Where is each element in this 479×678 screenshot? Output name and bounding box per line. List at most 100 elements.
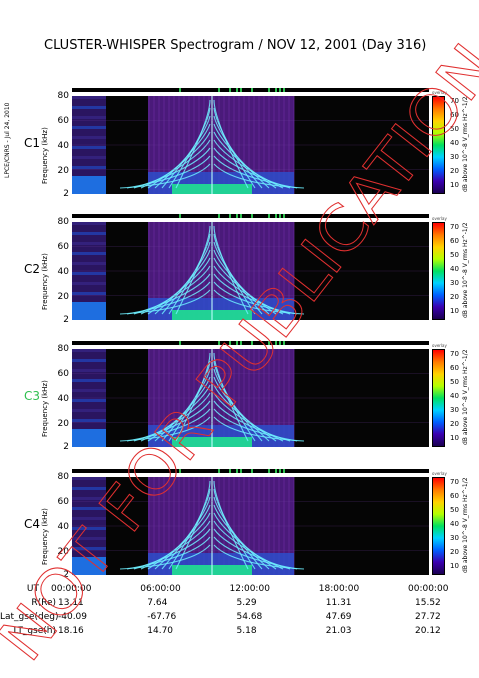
y-tick-label: 2	[63, 442, 69, 452]
colorbar-title-text: dB above 10^-8 V_rms Hz^-1/2	[462, 477, 469, 573]
spectrogram-image	[72, 222, 429, 320]
status-bar-mark	[236, 88, 239, 92]
data-stripe	[243, 96, 245, 194]
data-stripe	[278, 222, 280, 320]
ephemeris-value: -67.76	[147, 612, 177, 622]
data-stripe	[193, 222, 195, 320]
data-stripe	[72, 116, 106, 119]
status-bar-mark	[279, 88, 282, 92]
y-tick-label: 60	[57, 497, 69, 508]
ephemeris-value: 47.69	[325, 612, 352, 622]
data-stripe	[163, 96, 165, 194]
data-stripe	[283, 96, 285, 194]
data-stripe	[178, 96, 180, 194]
y-axis-label-text: Frequency (kHz)	[41, 380, 49, 437]
data-stripe	[188, 349, 190, 447]
data-stripe	[293, 96, 295, 194]
data-stripe	[278, 349, 280, 447]
data-stripe	[72, 146, 106, 149]
emission-line	[119, 289, 211, 315]
y-tick-label: 40	[57, 267, 69, 278]
colorbar-top-label: overlay	[432, 471, 447, 476]
spectrogram-image	[72, 477, 429, 575]
data-stripe	[72, 106, 106, 109]
colorbar-tick-label: 10	[450, 307, 459, 315]
data-stripe	[193, 349, 195, 447]
colorbar-tick-label: 70	[450, 97, 459, 105]
data-stripe	[163, 222, 165, 320]
emission-line	[126, 536, 211, 570]
data-stripe	[153, 96, 155, 194]
data-stripe	[72, 126, 106, 129]
status-bar-mark	[218, 214, 221, 218]
ephemeris-value: -40.09	[58, 612, 88, 622]
colorbar-tick-label: 30	[450, 406, 459, 414]
y-tick-label: 2	[63, 570, 69, 580]
emission-line	[168, 107, 211, 189]
data-stripe	[72, 487, 106, 490]
status-bar-mark	[268, 88, 271, 92]
data-stripe	[168, 96, 170, 194]
status-bar-mark	[282, 469, 285, 473]
ephemeris-value: 7.64	[147, 598, 168, 608]
y-axis-label-text: Frequency (kHz)	[41, 508, 49, 565]
data-stripe	[253, 96, 255, 194]
colorbar-title: dB above 10^-8 V_rms Hz^-1/2	[462, 477, 472, 575]
ephemeris-value: 15.52	[415, 598, 441, 608]
ephemeris-value: 54.68	[236, 612, 263, 622]
data-stripe	[163, 477, 165, 575]
status-bar-mark	[268, 214, 271, 218]
status-bar-mark	[179, 469, 182, 473]
data-stripe	[188, 222, 190, 320]
data-stripe	[213, 349, 215, 447]
ephemeris-value: 11.31	[325, 598, 352, 608]
colorbar-tick-label: 60	[450, 111, 459, 119]
data-stripe	[283, 222, 285, 320]
data-stripe	[223, 96, 225, 194]
data-stripe	[203, 96, 205, 194]
data-stripe	[203, 349, 205, 447]
data-stripe	[178, 477, 180, 575]
data-stripe	[278, 96, 280, 194]
status-bar-mark	[279, 341, 282, 345]
data-stripe	[243, 477, 245, 575]
spectrogram-plot	[72, 96, 429, 194]
status-bar-mark	[268, 469, 271, 473]
data-stripe	[72, 537, 106, 540]
y-tick-label: 80	[57, 344, 69, 354]
y-axis-label: Frequency (kHz)	[41, 98, 51, 188]
status-bar-mark	[239, 469, 242, 473]
data-stripe	[72, 359, 106, 362]
colorbar-tick-label: 40	[450, 520, 459, 528]
satellite-label: C4	[24, 517, 41, 531]
data-stripe	[148, 222, 150, 320]
data-stripe	[163, 349, 165, 447]
emission-line	[213, 155, 298, 189]
ephemeris-label: Lat_gse(deg)	[0, 612, 59, 622]
y-tick-label: 80	[57, 472, 69, 482]
colorbar-tick-label: 40	[450, 265, 459, 273]
emission-line	[119, 416, 211, 442]
data-stripe	[268, 96, 270, 194]
status-bar-mark	[218, 88, 221, 92]
colorbar-tick-label: 40	[450, 392, 459, 400]
y-axis-label-text: Frequency (kHz)	[41, 253, 49, 310]
emission-line	[213, 488, 256, 570]
data-stripe	[208, 96, 210, 194]
colorbar-title-text: dB above 10^-8 V_rms Hz^-1/2	[462, 349, 469, 445]
data-stripe	[173, 96, 175, 194]
data-stripe	[293, 222, 295, 320]
data-stripe	[148, 349, 150, 447]
y-tick-label: 20	[57, 292, 69, 303]
colorbar-title: dB above 10^-8 V_rms Hz^-1/2	[462, 96, 472, 194]
status-bar-mark	[275, 341, 278, 345]
data-stripe	[233, 222, 235, 320]
data-stripe	[72, 262, 106, 265]
status-bar-mark	[229, 214, 232, 218]
data-stripe	[72, 517, 106, 520]
status-bar-mark	[250, 341, 253, 345]
spectrogram-plot	[72, 349, 429, 447]
ephemeris-value: 5.29	[236, 598, 257, 608]
status-bar-mark	[229, 469, 232, 473]
status-bar-mark	[236, 214, 239, 218]
